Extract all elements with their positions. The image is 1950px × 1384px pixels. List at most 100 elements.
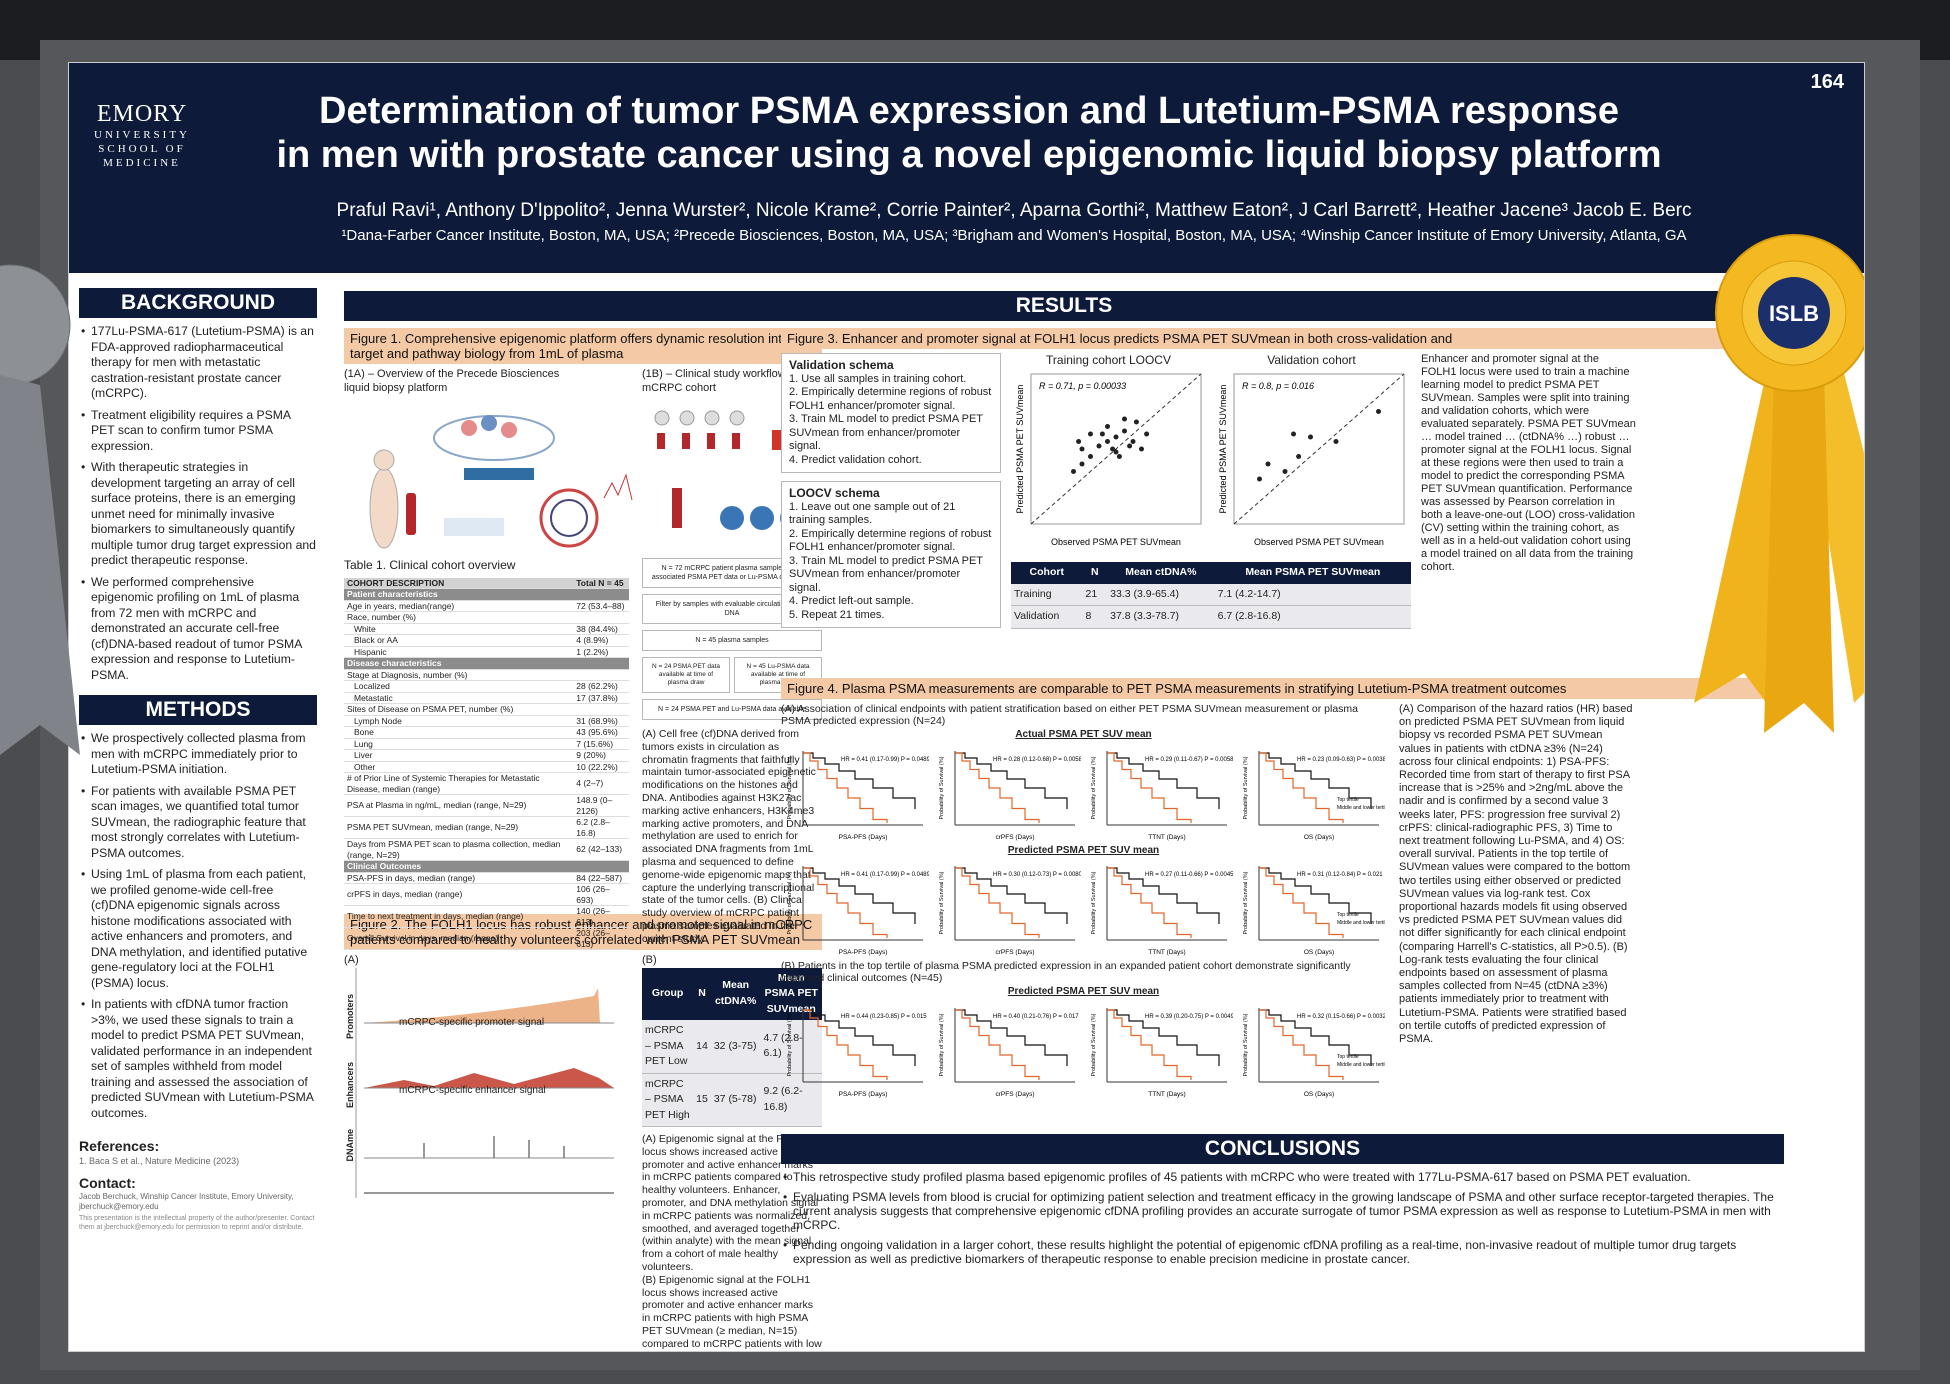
scatter-point <box>1088 431 1093 436</box>
table-cell-value: 31 (68.9%) <box>573 715 629 727</box>
validation-schema-box: Validation schema 1. Use all samples in … <box>781 353 1001 473</box>
validation-schema-title: Validation schema <box>789 358 894 372</box>
km-other-tertiles <box>1107 751 1192 823</box>
training-scatter: R = 0.71, p = 0.00033 Observed PSMA PET S… <box>1015 373 1202 547</box>
km-ylabel: Probability of Survival (%) <box>1243 871 1249 934</box>
km-top-tertile <box>955 867 1068 924</box>
table-row: Liver 9 (20%) <box>344 749 629 762</box>
plot-stat: R = 0.8, p = 0.016 <box>1242 381 1314 391</box>
left-column: BACKGROUND 177Lu-PSMA-617 (Lutetium-PSMA… <box>79 288 317 1232</box>
scatter-point <box>1265 461 1271 466</box>
km-hr-text: HR = 0.30 (0.12-0.73) P = 0.0080 <box>993 872 1081 878</box>
km-ylabel: Probability of Survival (%) <box>1243 1013 1249 1076</box>
title-line2: in men with prostate cancer using a nove… <box>276 134 1662 176</box>
title-line1: Determination of tumor PSMA expression a… <box>319 90 1619 132</box>
folh1-signal-tracks <box>355 967 614 1198</box>
methods-heading: METHODS <box>79 695 317 725</box>
table-cell: 7.1 (4.2-14.7) <box>1214 583 1411 606</box>
km-hr-text: HR = 0.39 (0.20-0.75) P = 0.0049 <box>1145 1014 1233 1020</box>
table1-header-desc: COHORT DESCRIPTION <box>344 577 574 589</box>
scatter-plots: Training cohort LOOCV R = 0.71, p = 0.00… <box>1011 353 1411 629</box>
table-cell-value: 9 (20%) <box>573 749 629 762</box>
km-legend-rest: Middle and lower tertiles <box>1337 1062 1385 1068</box>
table-row: Hispanic 1 (2.2%) <box>344 646 629 658</box>
table-row: Metastatic 17 (37.8%) <box>344 692 629 704</box>
km-hr-text: HR = 0.29 (0.11-0.67) P = 0.0058 <box>1145 757 1233 763</box>
km-curve-plot: HR = 0.27 (0.11-0.66) P = 0.0045 TTNT (Da… <box>1091 866 1233 956</box>
km-other-tertiles <box>1259 1008 1344 1080</box>
table-row: Black or AA 4 (8.9%) <box>344 634 629 647</box>
table-cell-value: 72 (53.4–88) <box>573 600 629 612</box>
conclusion-bullet: Pending ongoing validation in a larger c… <box>781 1238 1784 1266</box>
plot-frame <box>1030 373 1202 524</box>
contact-text: Jacob Berchuck, Winship Cancer Institute… <box>79 1191 294 1211</box>
km-ylabel: Probability of Survival (%) <box>787 756 793 819</box>
references-text: 1. Baca S et al., Nature Medicine (2023) <box>79 1155 240 1166</box>
background-bullet: 177Lu-PSMA-617 (Lutetium-PSMA) is an FDA… <box>79 324 317 402</box>
table-cell-value: 140 (26–613) <box>573 905 629 928</box>
background-bullet: Treatment eligibility requires a PSMA PE… <box>79 408 317 455</box>
km-curve-plot: HR = 0.29 (0.11-0.67) P = 0.0058 TTNT (Da… <box>1091 750 1233 841</box>
km-xlabel: PSA-PFS (Days) <box>839 949 888 956</box>
km-other-tertiles <box>803 867 888 938</box>
table-cell-value: 148.9 (0–2126) <box>573 794 629 817</box>
figure2a-text: (A) Epigenomic signal at the FOLH1 locus… <box>642 1133 819 1273</box>
km-xlabel: crPFS (Days) <box>996 1091 1035 1098</box>
logo-line2: UNIVERSITY <box>94 129 190 141</box>
table-cell-label: PSA-PFS in days, median (range) <box>344 872 574 884</box>
km-top-tertile <box>1259 751 1372 809</box>
plot-ylabel: Predicted PSMA PET SUVmean <box>1218 384 1228 513</box>
table-cell-label: White <box>344 623 574 635</box>
award-ribbon-yellow: ISLB <box>1694 234 1864 733</box>
flow-step-4a: N = 24 PSMA PET data available at time o… <box>642 657 730 693</box>
km-ylabel: Probability of Survival (%) <box>939 1013 945 1076</box>
figure4a-subcaption: (A) Association of clinical endpoints wi… <box>781 703 1359 727</box>
km-curve-plot: HR = 0.23 (0.09-0.63) P = 0.0038 OS (Days… <box>1243 750 1385 841</box>
table-cell-value: 62 (42–133) <box>573 838 629 861</box>
poster-number: 164 <box>1810 71 1844 93</box>
schema-boxes: Validation schema 1. Use all samples in … <box>781 353 1001 628</box>
table-row: Patient characteristics <box>344 588 629 601</box>
km-other-tertiles <box>803 751 888 823</box>
conclusions-list: This retrospective study profiled plasma… <box>781 1170 1784 1266</box>
flow-step-3: N = 45 plasma samples <box>642 630 822 651</box>
table-row: Disease characteristics <box>344 657 629 670</box>
km-top-tertile <box>1107 751 1220 809</box>
scatter-point <box>1122 428 1127 433</box>
table-cell-value <box>573 669 629 681</box>
km-hr-text: HR = 0.27 (0.11-0.66) P = 0.0045 <box>1145 872 1233 878</box>
table-cell-label: Liver <box>344 749 574 762</box>
scatter-point <box>1282 468 1288 474</box>
table-cell-value: 4 (8.9%) <box>573 634 629 647</box>
scatter-point <box>1376 408 1381 414</box>
km-ylabel: Probability of Survival (%) <box>939 871 945 934</box>
training-plot-title: Training cohort LOOCV <box>1046 353 1171 367</box>
km-hr-text: HR = 0.32 (0.15-0.66) P = 0.0032 <box>1297 1014 1385 1020</box>
suv-group-table: Group N Mean ctDNA% Mean PSMA PET SUVmean mC… <box>642 967 822 1128</box>
table-cell: 32 (3-75) <box>710 1020 761 1074</box>
table-cell-label: crPFS in days, median (range) <box>344 883 574 906</box>
km-hr-text: HR = 0.28 (0.12-0.68) P = 0.0058 <box>993 757 1081 763</box>
table-row: Age in years, median(range) 72 (53.4–88) <box>344 600 629 612</box>
table-row: Overall Survival in days, median (range)… <box>344 927 629 950</box>
table-header: N <box>693 967 711 1020</box>
km-other-tertiles <box>1107 1008 1192 1080</box>
folh1-tracks: (A) Promoters Enhancers DNAme mCRP <box>344 954 629 1224</box>
scatter-point <box>1257 476 1262 481</box>
scatter-point <box>1105 438 1110 444</box>
km-top-tertile <box>803 867 916 924</box>
scatter-point <box>1110 446 1116 451</box>
km-xlabel: PSA-PFS (Days) <box>839 1091 888 1098</box>
table-cell-label: Bone <box>344 726 574 739</box>
table-header: Mean PSMA PET SUVmean <box>1214 562 1411 584</box>
table-row: Sites of Disease on PSMA PET, number (%) <box>344 703 629 716</box>
table-row: Clinical Outcomes <box>344 860 629 873</box>
km-top-tertile <box>1107 1008 1220 1066</box>
validation-scatter: R = 0.8, p = 0.016 Observed PSMA PET SUVm… <box>1218 373 1405 547</box>
loocv-step: 5. Repeat 21 times. <box>789 608 885 621</box>
scatter-point <box>1096 443 1102 448</box>
km-legend-top: Top tertile <box>1337 1054 1359 1060</box>
table-cell: 4.7 (2.8-6.1) <box>760 1020 822 1074</box>
table-cell-label: Hispanic <box>344 646 574 658</box>
table-row: Lung 7 (15.6%) <box>344 738 629 750</box>
